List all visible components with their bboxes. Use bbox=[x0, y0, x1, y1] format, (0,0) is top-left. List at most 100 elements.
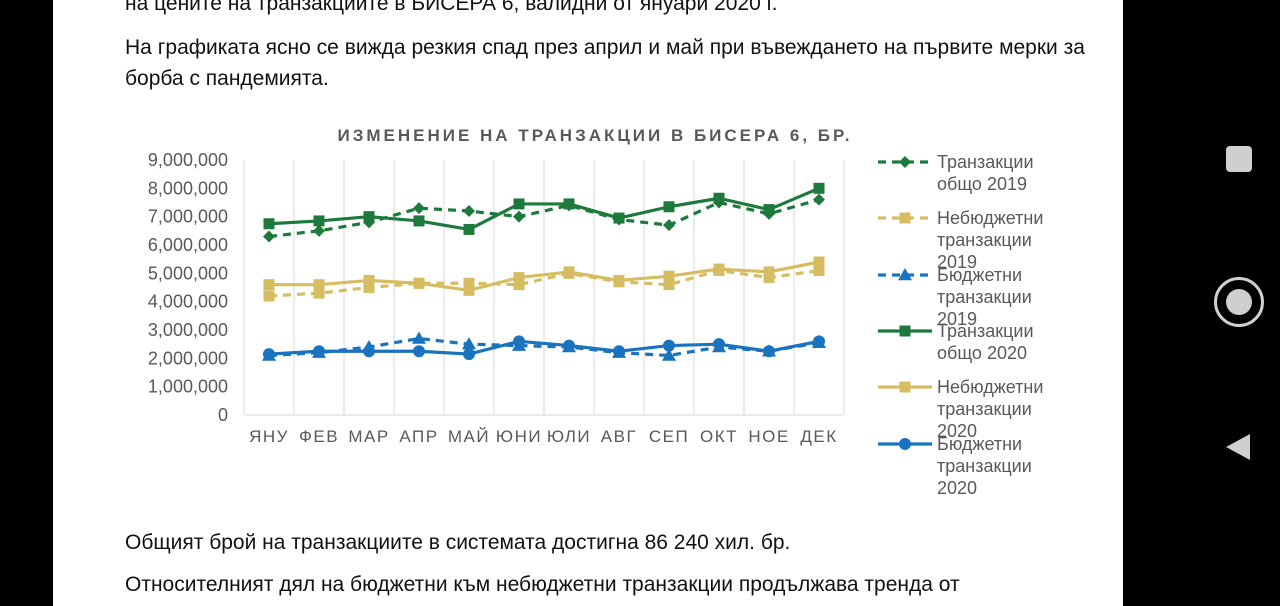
data-point-s0 bbox=[263, 230, 275, 243]
data-point-s1 bbox=[313, 287, 325, 299]
data-point-s0 bbox=[813, 193, 825, 206]
legend-label: Бюджетни bbox=[937, 434, 1022, 454]
legend-label: транзакции bbox=[937, 399, 1032, 419]
x-tick-label: НОЕ bbox=[748, 427, 789, 446]
back-button[interactable] bbox=[1226, 434, 1250, 460]
data-point-s3 bbox=[763, 204, 775, 216]
data-point-s5 bbox=[463, 348, 475, 361]
legend-marker-4 bbox=[899, 381, 911, 393]
x-tick-label: ДЕК bbox=[800, 427, 837, 446]
data-point-s5 bbox=[513, 335, 525, 348]
data-point-s0 bbox=[463, 205, 475, 217]
legend-label: Небюджетни bbox=[937, 377, 1043, 397]
data-point-s3 bbox=[463, 223, 475, 235]
legend-label: Транзакции bbox=[937, 152, 1034, 172]
data-point-s5 bbox=[663, 339, 675, 352]
y-tick-label: 7,000,000 bbox=[148, 207, 228, 227]
data-point-s5 bbox=[313, 345, 325, 358]
paragraph-chart-intro: На графиката ясно се вижда резкия спад п… bbox=[125, 36, 1085, 90]
recents-button[interactable] bbox=[1226, 146, 1252, 172]
data-point-s1 bbox=[663, 279, 675, 291]
data-point-s3 bbox=[563, 198, 575, 210]
y-tick-label: 3,000,000 bbox=[148, 320, 228, 340]
legend-label: 2019 bbox=[937, 309, 977, 329]
data-point-s4 bbox=[313, 279, 325, 291]
data-point-s4 bbox=[463, 284, 475, 296]
data-point-s0 bbox=[313, 224, 325, 237]
data-point-s5 bbox=[763, 345, 775, 358]
series-line-3 bbox=[268, 186, 820, 232]
legend-marker-0 bbox=[899, 156, 911, 168]
legend-label: Бюджетни bbox=[937, 265, 1022, 285]
x-tick-label: АПР bbox=[399, 427, 438, 446]
y-tick-label: 2,000,000 bbox=[148, 348, 228, 368]
x-tick-label: ЮЛИ bbox=[547, 427, 591, 446]
x-tick-label: ЮНИ bbox=[496, 427, 542, 446]
paragraph-total: Общият брой на транзакциите в системата … bbox=[125, 531, 791, 554]
document-page: на цените на транзакциите в БИСЕРА 6, ва… bbox=[53, 0, 1123, 606]
y-tick-label: 5,000,000 bbox=[148, 263, 228, 283]
data-point-s4 bbox=[563, 266, 575, 278]
y-tick-label: 8,000,000 bbox=[148, 178, 228, 198]
data-point-s3 bbox=[363, 211, 375, 223]
y-tick-label: 1,000,000 bbox=[148, 377, 228, 397]
data-point-s5 bbox=[413, 345, 425, 358]
x-tick-label: СЕП bbox=[649, 427, 689, 446]
series-line-4 bbox=[269, 260, 820, 292]
data-point-s0 bbox=[413, 202, 425, 215]
data-point-s1 bbox=[463, 277, 475, 289]
data-point-s3 bbox=[263, 218, 275, 230]
data-point-s3 bbox=[413, 215, 425, 227]
data-point-s5 bbox=[813, 335, 825, 348]
paragraph-ratio: Относителният дял на бюджетни към небюдж… bbox=[125, 573, 960, 596]
data-point-s4 bbox=[713, 263, 725, 275]
data-point-s5 bbox=[263, 348, 275, 361]
data-point-s0 bbox=[513, 210, 525, 223]
data-point-s5 bbox=[363, 345, 375, 358]
y-tick-label: 6,000,000 bbox=[148, 235, 228, 255]
data-point-s4 bbox=[263, 279, 275, 291]
y-tick-label: 0 bbox=[218, 405, 228, 425]
legend-label: общо 2020 bbox=[937, 343, 1027, 363]
data-point-s4 bbox=[413, 277, 425, 289]
data-point-s3 bbox=[663, 201, 675, 213]
data-point-s5 bbox=[713, 338, 725, 351]
data-point-s3 bbox=[613, 212, 625, 224]
x-tick-label: АВГ bbox=[601, 427, 637, 446]
legend-label: Небюджетни bbox=[937, 208, 1043, 228]
legend-label: транзакции bbox=[937, 287, 1032, 307]
data-point-s1 bbox=[763, 272, 775, 284]
data-point-s4 bbox=[363, 274, 375, 286]
legend-label: 2019 bbox=[937, 252, 977, 272]
legend-marker-2 bbox=[898, 268, 912, 281]
data-point-s5 bbox=[563, 339, 575, 352]
x-tick-label: ОКТ bbox=[700, 427, 738, 446]
legend-marker-5 bbox=[899, 438, 911, 450]
legend-label: 2020 bbox=[937, 421, 977, 441]
x-tick-label: МАЙ bbox=[448, 427, 490, 446]
data-point-s4 bbox=[763, 266, 775, 278]
data-point-s1 bbox=[813, 265, 825, 276]
legend-label: 2020 bbox=[937, 478, 977, 498]
data-point-s1 bbox=[363, 282, 375, 293]
x-tick-label: МАР bbox=[348, 427, 389, 446]
data-point-s3 bbox=[513, 198, 525, 210]
data-point-s3 bbox=[313, 215, 325, 227]
data-point-s4 bbox=[813, 256, 825, 268]
legend-marker-1 bbox=[899, 212, 911, 224]
data-point-s1 bbox=[263, 290, 275, 302]
legend-label: транзакции bbox=[937, 456, 1032, 476]
y-tick-label: 9,000,000 bbox=[148, 150, 228, 170]
data-point-s1 bbox=[513, 279, 525, 291]
home-button[interactable] bbox=[1214, 277, 1264, 327]
data-point-s0 bbox=[663, 219, 675, 232]
data-point-s2 bbox=[462, 337, 476, 350]
chart-title: ИЗМЕНЕНИЕ НА ТРАНЗАКЦИИ В БИСЕРА 6, БР. bbox=[337, 126, 852, 145]
paragraph-top: на цените на транзакциите в БИСЕРА 6, ва… bbox=[125, 0, 778, 15]
data-point-s2 bbox=[662, 348, 676, 361]
series-line-5 bbox=[268, 339, 820, 356]
data-point-s3 bbox=[713, 192, 725, 204]
data-point-s4 bbox=[513, 272, 525, 284]
legend-label: транзакции bbox=[937, 230, 1032, 250]
